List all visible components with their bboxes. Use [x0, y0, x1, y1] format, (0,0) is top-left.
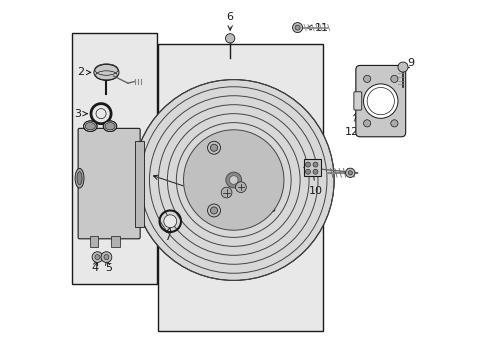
Circle shape	[183, 130, 284, 230]
Circle shape	[101, 252, 112, 262]
Text: 9: 9	[404, 58, 414, 68]
Circle shape	[221, 187, 231, 198]
Circle shape	[225, 34, 234, 43]
Text: 5: 5	[104, 260, 111, 273]
Circle shape	[345, 168, 354, 177]
Circle shape	[96, 109, 106, 119]
Circle shape	[210, 144, 217, 151]
Circle shape	[305, 162, 310, 167]
Circle shape	[363, 120, 370, 127]
Text: 13: 13	[364, 105, 378, 136]
Circle shape	[235, 182, 246, 193]
Circle shape	[210, 207, 217, 214]
Ellipse shape	[103, 121, 117, 132]
Circle shape	[390, 120, 397, 127]
Bar	[72, 33, 156, 284]
Text: 8: 8	[267, 184, 277, 214]
Circle shape	[95, 255, 100, 260]
Circle shape	[207, 141, 220, 154]
Bar	[89, 236, 98, 247]
Circle shape	[207, 204, 220, 217]
Bar	[135, 140, 144, 226]
Circle shape	[312, 169, 317, 174]
Circle shape	[225, 172, 241, 188]
FancyBboxPatch shape	[355, 66, 405, 137]
Ellipse shape	[77, 172, 82, 185]
Circle shape	[104, 255, 109, 260]
Circle shape	[305, 169, 310, 174]
Ellipse shape	[94, 64, 119, 81]
Circle shape	[390, 75, 397, 82]
Circle shape	[133, 80, 333, 280]
Circle shape	[366, 87, 394, 115]
Text: 2: 2	[77, 67, 91, 77]
Ellipse shape	[85, 123, 95, 130]
Circle shape	[163, 215, 176, 228]
Text: 3: 3	[74, 109, 87, 119]
Ellipse shape	[83, 121, 97, 132]
Circle shape	[347, 171, 352, 175]
Circle shape	[397, 62, 407, 72]
Bar	[303, 159, 320, 176]
Text: 10: 10	[308, 171, 322, 196]
Text: 12: 12	[345, 112, 358, 136]
Bar	[111, 236, 120, 247]
Bar	[158, 44, 323, 330]
Circle shape	[363, 75, 370, 82]
Text: 7: 7	[163, 227, 171, 242]
Circle shape	[92, 252, 102, 262]
Text: 6: 6	[226, 12, 233, 30]
Circle shape	[312, 162, 317, 167]
FancyBboxPatch shape	[353, 92, 361, 110]
Circle shape	[292, 23, 302, 33]
Ellipse shape	[75, 168, 84, 188]
Text: 11: 11	[306, 23, 328, 33]
Ellipse shape	[105, 123, 115, 130]
Circle shape	[294, 25, 300, 30]
FancyBboxPatch shape	[78, 129, 140, 239]
Circle shape	[229, 176, 238, 184]
Text: 4: 4	[91, 260, 98, 273]
Text: 1: 1	[153, 175, 196, 194]
Circle shape	[363, 84, 397, 118]
